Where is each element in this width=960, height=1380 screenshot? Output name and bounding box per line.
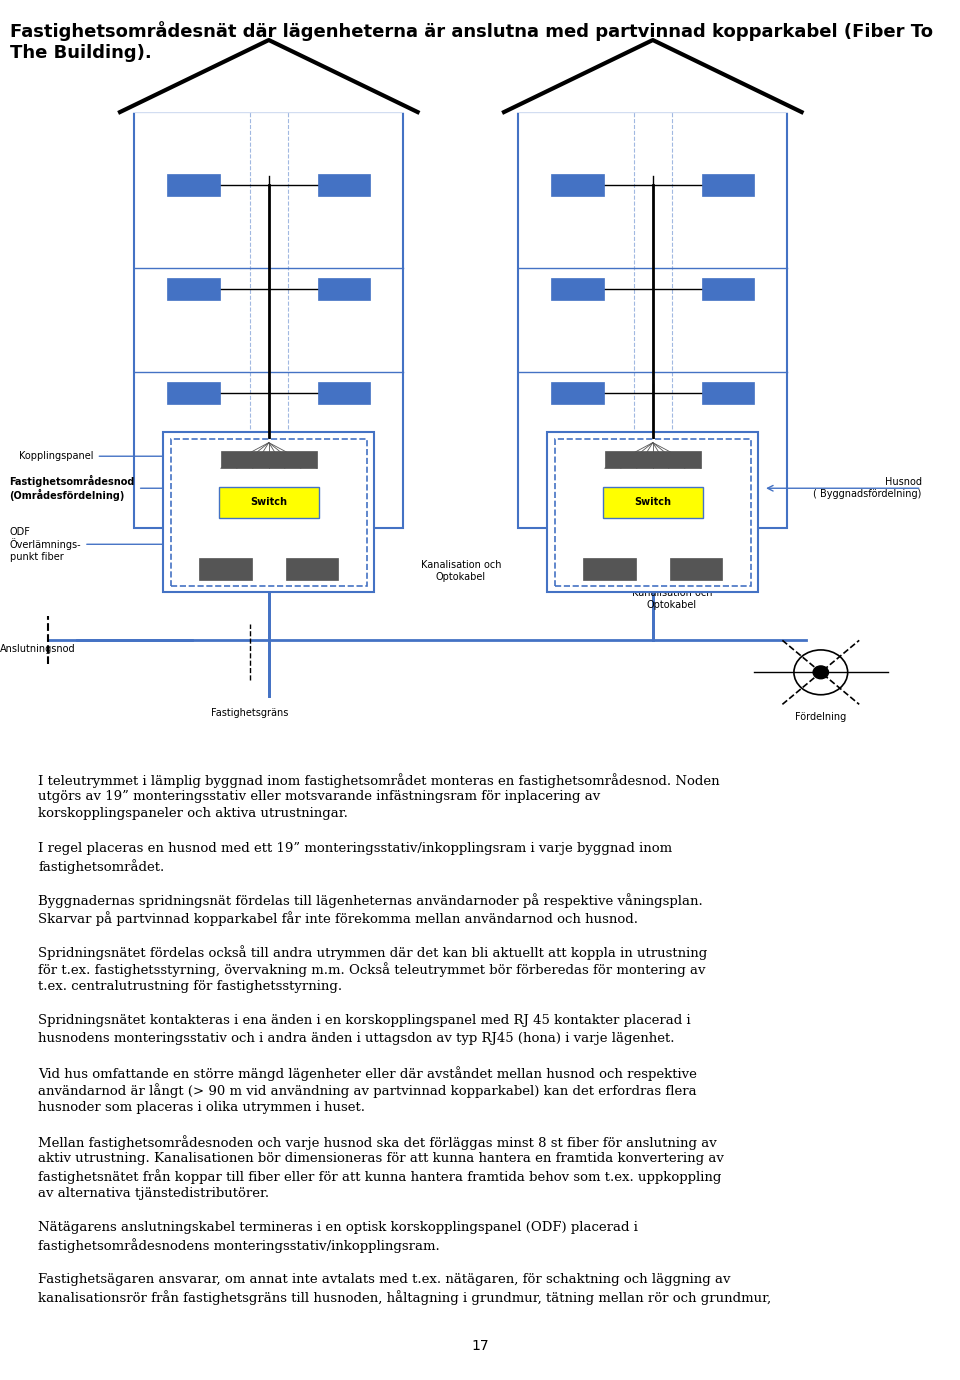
FancyBboxPatch shape xyxy=(318,174,371,196)
Text: Skarvar på partvinnad kopparkabel får inte förekomma mellan användarnod och husn: Skarvar på partvinnad kopparkabel får in… xyxy=(38,911,638,926)
Text: Spridningsnätet fördelas också till andra utrymmen där det kan bli aktuellt att : Spridningsnätet fördelas också till andr… xyxy=(38,945,708,960)
Text: Fastighetsområdesnod
(Områdesfördelning): Fastighetsområdesnod (Områdesfördelning) xyxy=(10,475,178,501)
FancyBboxPatch shape xyxy=(518,112,787,529)
Text: Switch: Switch xyxy=(251,497,287,508)
Text: husnoder som placeras i olika utrymmen i huset.: husnoder som placeras i olika utrymmen i… xyxy=(38,1101,366,1114)
Text: utgörs av 19” monteringsstativ eller motsvarande infästningsram för inplacering : utgörs av 19” monteringsstativ eller mot… xyxy=(38,789,601,803)
Circle shape xyxy=(813,667,828,679)
Text: korskopplingspaneler och aktiva utrustningar.: korskopplingspaneler och aktiva utrustni… xyxy=(38,807,348,820)
FancyBboxPatch shape xyxy=(702,382,755,404)
FancyBboxPatch shape xyxy=(702,174,755,196)
FancyBboxPatch shape xyxy=(551,277,604,301)
FancyBboxPatch shape xyxy=(134,112,403,529)
FancyBboxPatch shape xyxy=(318,277,371,301)
FancyBboxPatch shape xyxy=(605,451,701,468)
Polygon shape xyxy=(120,40,418,112)
Text: t.ex. centralutrustning för fastighetsstyrning.: t.ex. centralutrustning för fastighetsst… xyxy=(38,980,343,992)
FancyBboxPatch shape xyxy=(670,558,723,580)
Text: för t.ex. fastighetsstyrning, övervakning m.m. Också teleutrymmet bör förberedas: för t.ex. fastighetsstyrning, övervaknin… xyxy=(38,963,706,977)
Text: Anslutningsnod: Anslutningsnod xyxy=(0,644,76,654)
FancyBboxPatch shape xyxy=(167,174,220,196)
Text: Spridningsnätet kontakteras i ena änden i en korskopplingspanel med RJ 45 kontak: Spridningsnätet kontakteras i ena änden … xyxy=(38,1014,691,1027)
FancyBboxPatch shape xyxy=(702,277,755,301)
Text: ODF
Överlämnings-
punkt fiber: ODF Överlämnings- punkt fiber xyxy=(10,527,178,562)
FancyBboxPatch shape xyxy=(221,451,317,468)
FancyBboxPatch shape xyxy=(286,558,338,580)
FancyBboxPatch shape xyxy=(584,558,636,580)
Text: Kanalisation och
Optokabel: Kanalisation och Optokabel xyxy=(233,560,314,582)
FancyBboxPatch shape xyxy=(167,277,220,301)
FancyBboxPatch shape xyxy=(171,439,367,586)
Text: husnodens monteringsstativ och i andra änden i uttagsdon av typ RJ45 (hona) i va: husnodens monteringsstativ och i andra ä… xyxy=(38,1032,675,1045)
Text: fastighetsområdet.: fastighetsområdet. xyxy=(38,858,165,874)
Text: Mellan fastighetsområdesnoden och varje husnod ska det förläggas minst 8 st fibe: Mellan fastighetsområdesnoden och varje … xyxy=(38,1134,717,1150)
Text: kanalisationsrör från fastighetsgräns till husnoden, håltagning i grundmur, tätn: kanalisationsrör från fastighetsgräns ti… xyxy=(38,1290,772,1305)
Text: aktiv utrustning. Kanalisationen bör dimensioneras för att kunna hantera en fram: aktiv utrustning. Kanalisationen bör dim… xyxy=(38,1152,724,1165)
Text: I teleutrymmet i lämplig byggnad inom fastighetsområdet monteras en fastighetsom: I teleutrymmet i lämplig byggnad inom fa… xyxy=(38,773,720,788)
Text: Kanalisation och
Optokabel: Kanalisation och Optokabel xyxy=(420,560,501,582)
Text: fastighetsområdesnodens monteringsstativ/inkopplingsram.: fastighetsområdesnodens monteringsstativ… xyxy=(38,1239,440,1253)
Text: av alternativa tjänstedistributörer.: av alternativa tjänstedistributörer. xyxy=(38,1187,270,1199)
Text: Fördelning: Fördelning xyxy=(795,712,847,722)
Text: Byggnadernas spridningsnät fördelas till lägenheternas användarnoder på respekti: Byggnadernas spridningsnät fördelas till… xyxy=(38,894,703,908)
Polygon shape xyxy=(504,40,802,112)
FancyBboxPatch shape xyxy=(603,487,703,518)
Text: Switch: Switch xyxy=(635,497,671,508)
Text: Nätägarens anslutningskabel termineras i en optisk korskopplingspanel (ODF) plac: Nätägarens anslutningskabel termineras i… xyxy=(38,1221,638,1234)
FancyBboxPatch shape xyxy=(318,382,371,404)
FancyBboxPatch shape xyxy=(200,558,252,580)
Text: Kopplingspanel: Kopplingspanel xyxy=(19,451,178,461)
FancyBboxPatch shape xyxy=(167,382,220,404)
Text: Fastighetsområdesnät där lägenheterna är anslutna med partvinnad kopparkabel (Fi: Fastighetsområdesnät där lägenheterna är… xyxy=(10,21,932,62)
Text: 17: 17 xyxy=(471,1339,489,1352)
Text: användarnod är långt (> 90 m vid användning av partvinnad kopparkabel) kan det e: användarnod är långt (> 90 m vid användn… xyxy=(38,1083,697,1098)
Text: fastighetsnätet från koppar till fiber eller för att kunna hantera framtida beho: fastighetsnätet från koppar till fiber e… xyxy=(38,1170,722,1184)
FancyBboxPatch shape xyxy=(163,432,374,592)
Text: Fastighetsgräns: Fastighetsgräns xyxy=(211,708,288,719)
FancyBboxPatch shape xyxy=(555,439,751,586)
Text: Kanalisation och
Optokabel: Kanalisation och Optokabel xyxy=(632,588,712,610)
FancyBboxPatch shape xyxy=(547,432,758,592)
FancyBboxPatch shape xyxy=(219,487,319,518)
Text: I regel placeras en husnod med ett 19” monteringsstativ/inkopplingsram i varje b: I regel placeras en husnod med ett 19” m… xyxy=(38,842,673,854)
Text: Vid hus omfattande en större mängd lägenheter eller där avståndet mellan husnod : Vid hus omfattande en större mängd lägen… xyxy=(38,1065,697,1081)
Text: Fastighetsägaren ansvarar, om annat inte avtalats med t.ex. nätägaren, för schak: Fastighetsägaren ansvarar, om annat inte… xyxy=(38,1272,731,1286)
FancyBboxPatch shape xyxy=(551,174,604,196)
FancyBboxPatch shape xyxy=(551,382,604,404)
Text: Husnod
( Byggnadsfördelning): Husnod ( Byggnadsfördelning) xyxy=(813,477,922,500)
